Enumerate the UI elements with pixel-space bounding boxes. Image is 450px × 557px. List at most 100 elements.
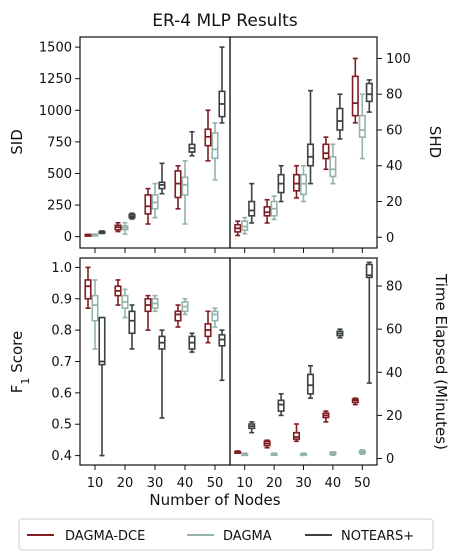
box-iqr [306,373,315,395]
box-dagma [91,233,99,237]
y-tick-label: 0.9 [51,292,72,307]
box-dagma [270,195,278,221]
box-notears- [98,230,106,235]
box-dagma [241,452,249,457]
box-dagma-dce [322,410,330,423]
box-iqr [128,310,136,335]
y-tick-label: 60 [386,323,403,338]
x-tick-label: 30 [147,476,164,491]
x-tick-label: 10 [236,476,253,491]
legend: DAGMA-DCE DAGMA NOTEARS+ [18,518,434,551]
x-tick-label: 40 [177,476,194,491]
box-notears- [336,93,344,140]
box-dagma [329,451,337,457]
box-notears- [365,79,373,113]
box-dagma-dce [292,423,301,443]
box-dagma-dce [84,233,92,237]
box-dagma [181,160,189,225]
y-tick-label: 20 [386,195,403,210]
box-dagma [299,164,308,203]
box-dagma-dce [292,164,301,199]
y-tick-label: 40 [386,366,403,381]
box-dagma-dce [84,266,92,309]
box-notears- [188,332,196,353]
y-tick-label: 1.0 [51,261,72,276]
x-tick-label: 10 [87,476,104,491]
figure-title: ER-4 MLP Results [152,11,298,31]
box-dagma-dce [351,57,359,124]
box-notears- [248,182,256,224]
box-notears- [218,329,226,382]
box-dagma-dce [204,310,212,344]
y-tick-label: 0.4 [51,449,72,464]
box-notears- [128,304,136,350]
x-tick-label: 20 [117,476,134,491]
box-notears- [365,261,373,384]
y-axis-title-time: Time Elapsed (Minutes) [432,273,450,450]
box-iqr [365,82,373,103]
box-dagma-dce [174,165,182,210]
box-dagma [270,452,278,457]
y-axis-title-shd: SHD [426,126,444,158]
box-dagma-dce [144,294,152,331]
y-tick-label: 0 [64,230,72,245]
panel-frame [229,36,378,249]
y-tick-label: 0.8 [51,324,72,339]
box-iqr [248,200,256,217]
y-tick-label: 60 [386,123,403,138]
box-dagma [151,294,159,313]
box-iqr [306,143,315,167]
box-iqr [277,399,285,412]
box-iqr [358,114,366,138]
box-notears- [158,329,166,419]
x-tick-label: 50 [207,476,224,491]
legend-label-dagma-dce: DAGMA-DCE [65,529,145,544]
panel-f1: 0.4 0.5 0.6 0.7 0.8 0.9 1.0 10 20 30 40 50 [51,261,226,491]
box-dagma-dce [174,304,182,328]
y-tick-label: 0.6 [51,386,72,401]
x-tick-label: 30 [295,476,312,491]
y-tick-label: 20 [386,409,403,424]
box-notears- [98,316,106,457]
x-tick-label: 20 [266,476,283,491]
box-iqr [174,310,182,322]
panel-frame [229,257,378,466]
box-dagma [358,449,366,456]
panels-container: 02505007501000125015000204060801000.40.5… [8,36,450,491]
box-dagma-dce [114,221,122,233]
box-dagma [299,452,308,457]
box-iqr [365,263,373,279]
y-axis-title-f1: F1 Score [8,331,32,393]
box-dagma [151,182,159,219]
box-dagma-dce [114,279,122,306]
box-iqr [322,143,330,160]
box-dagma [241,216,249,235]
y-tick-label: 0 [386,231,394,246]
y-tick-label: 80 [386,88,403,103]
x-tick-label: 40 [325,476,342,491]
box-dagma-dce [234,220,242,237]
box-iqr [211,310,219,322]
y-tick-label: 250 [47,199,72,214]
legend-label-notears: NOTEARS+ [341,529,414,544]
x-tick-label: 50 [354,476,371,491]
panel-sid: 0 250 500 750 1000 1250 1500 [39,41,226,253]
box-dagma-dce [263,439,271,449]
y-tick-label: 40 [386,159,403,174]
panel-shd: 0 20 40 60 80 100 [234,52,411,253]
y-tick-label: 0 [386,452,394,467]
box-notears- [277,164,285,203]
box-notears- [128,212,136,220]
box-iqr [329,156,337,178]
box-iqr [84,279,92,300]
y-tick-label: 0.7 [51,355,72,370]
box-notears- [277,393,285,417]
y-tick-label: 500 [47,167,72,182]
y-tick-label: 750 [47,135,72,150]
x-axis-title: Number of Nodes [149,491,280,509]
y-tick-label: 0.5 [51,418,72,433]
y-tick-label: 80 [386,280,403,295]
box-iqr [91,294,99,322]
box-dagma [358,93,366,160]
